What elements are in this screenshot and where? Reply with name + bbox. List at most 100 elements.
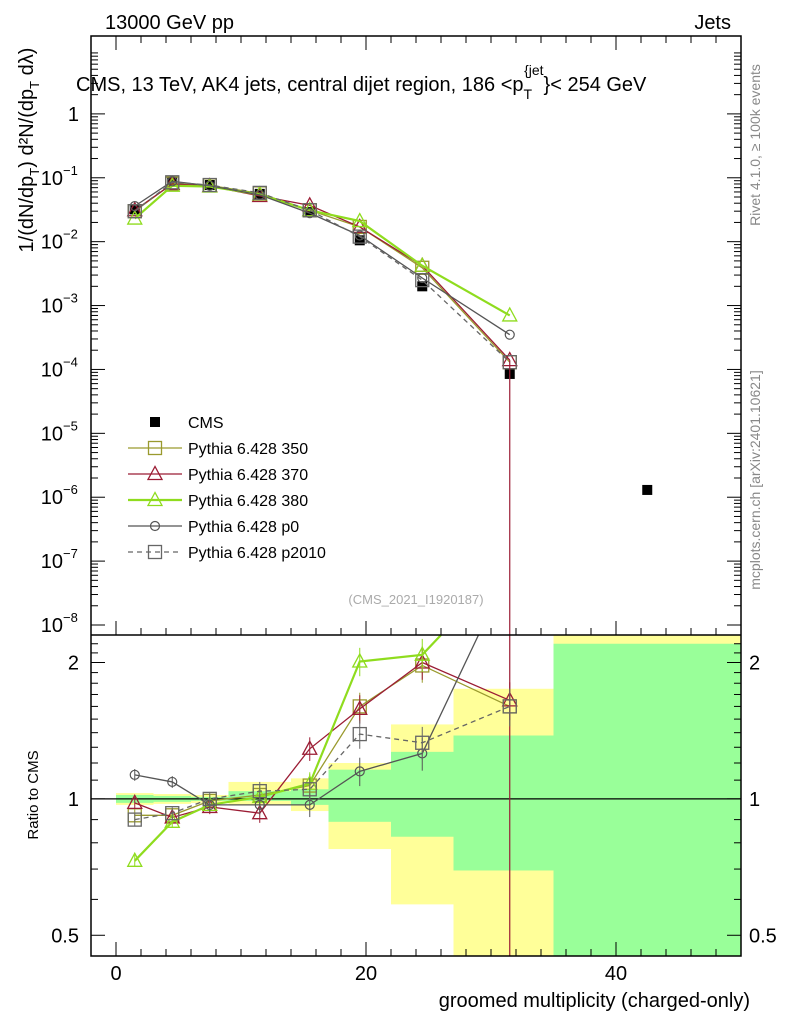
ratio-bands <box>91 635 741 956</box>
y-tick-label-top-3: 10 <box>41 296 63 318</box>
mcplots-label: mcplots.cern.ch [arXiv:2401.10621] <box>747 370 763 589</box>
point-p0-7 <box>504 329 515 340</box>
y-tick-exp-top-2: −2 <box>63 227 78 242</box>
y-tick-label-top-1: 10 <box>41 168 63 190</box>
legend-marker-p370 <box>146 465 164 481</box>
series-line-p2010 <box>134 181 511 363</box>
ratio-line-p2010 <box>134 705 510 821</box>
y-tick-label-top-8: 10 <box>41 615 63 637</box>
ratio-tick-label-left-1: 1 <box>68 789 79 811</box>
plot-title-sub: T <box>524 86 533 102</box>
y-axis-label-top-text: 1/(dN/dpT) d²N/(dpT dλ) <box>16 48 42 253</box>
ratio-point-p2010-7 <box>502 699 517 714</box>
point-p2010-6 <box>415 272 430 288</box>
rivet-text: Rivet 4.1.0, ≥ 100k events <box>747 64 763 226</box>
ratio-point-p0-0 <box>129 769 140 780</box>
y-tick-label-top-5: 10 <box>41 423 63 445</box>
ratio-point-p370-4 <box>301 739 318 755</box>
ratio-tick-label-right-1: 1 <box>749 789 760 811</box>
legend-marker-p2010 <box>147 544 163 560</box>
point-p2010-0 <box>127 204 142 219</box>
y-tick-label-top-0: 1 <box>68 104 79 126</box>
ratio-point-p2010-5 <box>352 726 367 742</box>
rivet-label: Rivet 4.1.0, ≥ 100k events <box>747 64 763 226</box>
legend: CMS Pythia 6.428 350 Pythia 6.428 370 Pythi… <box>128 415 326 562</box>
ratio-point-p370-0 <box>126 793 143 810</box>
point-p2010-4 <box>302 203 317 218</box>
x-tick-label-2: 40 <box>605 963 627 985</box>
point-cms-0 <box>129 204 140 215</box>
ratio-point-p380-0 <box>126 851 143 867</box>
top-series <box>126 175 653 495</box>
ratio-tick-label-left-0: 0.5 <box>51 925 79 947</box>
y-axis-label-top: 1/(dN/dpT) d²N/(dpT dλ) <box>16 48 42 253</box>
point-p380-5 <box>351 212 368 228</box>
x-tick-label-0: 0 <box>110 963 121 985</box>
ratio-point-p370-3 <box>251 804 268 820</box>
analysis-id: (CMS_2021_I1920187) <box>348 592 483 607</box>
point-p0-5 <box>354 230 365 241</box>
legend-marker-p0 <box>149 520 161 532</box>
y-tick-label-top-7: 10 <box>41 551 63 573</box>
y-tick-exp-top-6: −6 <box>63 482 78 497</box>
legend-label-p2010: Pythia 6.428 p2010 <box>188 545 326 562</box>
legend-label-p0: Pythia 6.428 p0 <box>188 519 299 536</box>
y-tick-exp-top-1: −1 <box>63 163 78 178</box>
ratio-band-green-7 <box>453 735 554 871</box>
point-cms-4 <box>304 207 315 218</box>
point-p380-7 <box>501 306 518 322</box>
legend-label-p370: Pythia 6.428 370 <box>188 467 308 484</box>
ratio-band-green-8 <box>553 643 741 956</box>
header-right: Jets <box>694 12 731 34</box>
legend-label-p350: Pythia 6.428 350 <box>188 441 308 458</box>
ratio-tick-label-left-2: 2 <box>68 652 79 674</box>
plot-title-sup: {jet <box>524 62 544 78</box>
y-tick-exp-top-4: −4 <box>63 354 78 369</box>
legend-marker-p380 <box>146 491 164 507</box>
ratio-point-p2010-2 <box>202 791 217 807</box>
point-p0-2 <box>204 180 215 191</box>
point-cms-8 <box>642 484 653 495</box>
plot-title-end: }< 254 GeV <box>544 74 648 96</box>
x-tick-label-1: 20 <box>355 963 377 985</box>
point-p350-6 <box>415 260 430 275</box>
point-p2010-2 <box>202 177 217 193</box>
y-tick-label-top-2: 10 <box>41 232 63 254</box>
ratio-point-p0-1 <box>167 776 178 788</box>
y-axis-label-ratio: Ratio to CMS <box>25 750 42 839</box>
ratio-point-p2010-0 <box>127 812 142 827</box>
ratio-point-p2010-3 <box>252 784 267 799</box>
ratio-point-p2010-6 <box>415 735 430 750</box>
point-p0-1 <box>167 176 178 187</box>
y-tick-label-top-4: 10 <box>41 359 63 381</box>
ratio-line-p0 <box>134 634 480 806</box>
point-p2010-5 <box>352 229 367 244</box>
y-tick-exp-top-8: −8 <box>63 610 78 625</box>
ratio-point-p380-5 <box>351 652 368 668</box>
plot-title: CMS, 13 TeV, AK4 jets, central dijet reg… <box>76 62 647 102</box>
x-axis-label: groomed multiplicity (charged-only) <box>439 990 750 1012</box>
ratio-point-p2010-1 <box>165 806 180 821</box>
ratio-point-p380-1 <box>164 812 181 828</box>
y-tick-exp-top-3: −3 <box>63 291 78 306</box>
y-tick-exp-top-7: −7 <box>63 546 78 561</box>
point-p2010-1 <box>165 175 180 190</box>
mcplots-text: mcplots.cern.ch [arXiv:2401.10621] <box>747 370 763 589</box>
ratio-point-p380-6 <box>414 645 431 661</box>
header-left: 13000 GeV pp <box>105 12 234 34</box>
legend-marker-p350 <box>147 440 163 456</box>
ratio-tick-label-right-2: 2 <box>749 652 760 674</box>
ratio-point-p2010-4 <box>302 782 317 797</box>
ratio-point-p0-5 <box>354 766 365 777</box>
point-p380-6 <box>414 256 431 272</box>
plot-title-main: CMS, 13 TeV, AK4 jets, central dijet reg… <box>76 74 524 96</box>
ratio-series <box>126 360 518 956</box>
point-p2010-3 <box>252 185 267 201</box>
y-axis-label-ratio-text: Ratio to CMS <box>25 750 42 839</box>
y-tick-exp-top-5: −5 <box>63 418 78 433</box>
legend-marker-cms <box>150 417 160 427</box>
y-tick-label-top-6: 10 <box>41 487 63 509</box>
legend-label-p380: Pythia 6.428 380 <box>188 493 308 510</box>
